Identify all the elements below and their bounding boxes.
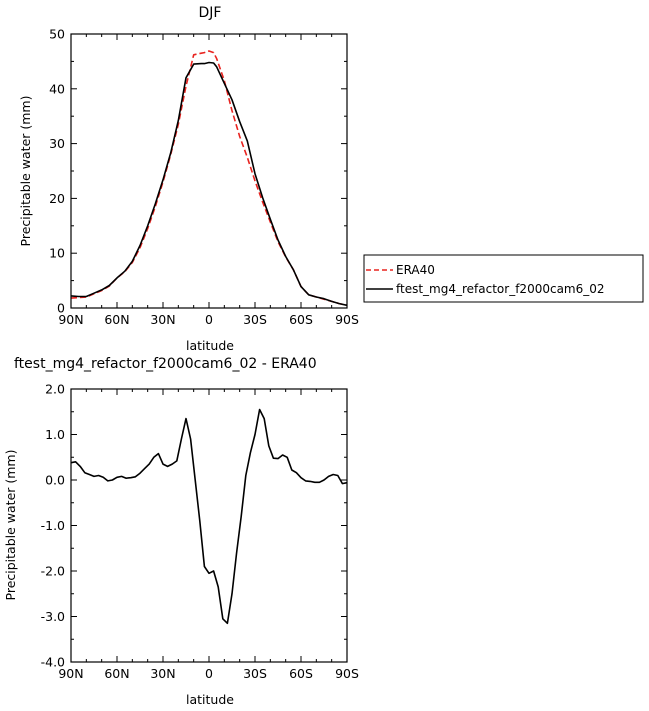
bottom-chart-y-tick-label: -3.0: [41, 609, 65, 624]
bottom-chart-y-tick-label: -4.0: [41, 655, 65, 670]
bottom-chart-y-tick-label: 0.0: [45, 473, 65, 488]
top-chart-title: DJF: [199, 5, 222, 21]
top-chart-x-tick-label: 60N: [104, 312, 129, 327]
bottom-chart-x-tick-label: 0: [205, 666, 213, 681]
top-chart-x-axis-label: latitude: [186, 338, 234, 353]
top-chart-y-tick-label: 30: [49, 136, 65, 151]
top-chart-y-tick-label: 10: [49, 246, 65, 261]
bottom-chart-y-axis-label: Precipitable water (mm): [3, 450, 18, 601]
legend-box: [363, 254, 644, 303]
top-chart-frame: [70, 33, 348, 309]
bottom-chart-x-axis-label: latitude: [186, 692, 234, 707]
bottom-chart-x-tick-label: 30S: [243, 666, 267, 681]
bottom-chart-series-line-difference: [70, 408, 348, 625]
top-chart-y-axis-label: Precipitable water (mm): [18, 96, 33, 247]
bottom-chart-plot-area: [70, 408, 348, 625]
top-chart-series-line-ftest-mg4-refactor-f2000cam6-02: [70, 61, 348, 307]
top-chart-y-tick-label: 50: [49, 27, 65, 42]
top-chart-y-tick-label: 20: [49, 191, 65, 206]
bottom-chart-axes: 90N 60N 30N 0 30S 60S 90S -4.0 -3.0 -2.0 -1.0 0.0 1.…: [41, 382, 359, 682]
legend-label-model: ftest_mg4_refactor_f2000cam6_02: [396, 282, 605, 296]
bottom-chart-x-tick-label: 30N: [150, 666, 175, 681]
top-chart-y-tick-label: 0: [57, 301, 65, 316]
bottom-chart-title: ftest_mg4_refactor_f2000cam6_02 - ERA40: [14, 356, 317, 372]
bottom-chart-y-tick-label: 1.0: [45, 427, 65, 442]
top-chart-x-tick-label: 60S: [289, 312, 313, 327]
top-chart-x-tick-label: 0: [205, 312, 213, 327]
top-chart-axes: 90N 60N 30N 0 30S 60S 90S 0 10 20 30 40 50: [49, 27, 359, 328]
bottom-chart-x-tick-label: 60N: [104, 666, 129, 681]
top-chart-x-tick-label: 30S: [243, 312, 267, 327]
bottom-chart-panel: ftest_mg4_refactor_f2000cam6_02 - ERA40 …: [3, 356, 359, 707]
bottom-chart-x-tick-label: 60S: [289, 666, 313, 681]
top-chart-x-tick-label: 90N: [58, 312, 83, 327]
top-chart-panel: DJF 90N 60N 30N 0 30S 60S 90S 0 10 20 30 40 50 latit…: [18, 5, 359, 353]
bottom-chart-y-tick-label: 2.0: [45, 382, 65, 397]
legend-label-era40: ERA40: [396, 263, 435, 277]
bottom-chart-y-tick-label: -1.0: [41, 518, 65, 533]
bottom-chart-x-tick-label: 90S: [335, 666, 359, 681]
top-chart-legend: ERA40 ftest_mg4_refactor_f2000cam6_02: [363, 254, 644, 303]
bottom-chart-frame: [70, 388, 348, 663]
top-chart-plot-area: [70, 50, 348, 307]
top-chart-y-tick-label: 40: [49, 81, 65, 96]
bottom-chart-y-tick-label: -2.0: [41, 564, 65, 579]
top-chart-x-tick-label: 30N: [150, 312, 175, 327]
top-chart-x-tick-label: 90S: [335, 312, 359, 327]
top-chart-series-line-era40: [70, 50, 348, 307]
bottom-chart-x-tick-label: 90N: [58, 666, 83, 681]
